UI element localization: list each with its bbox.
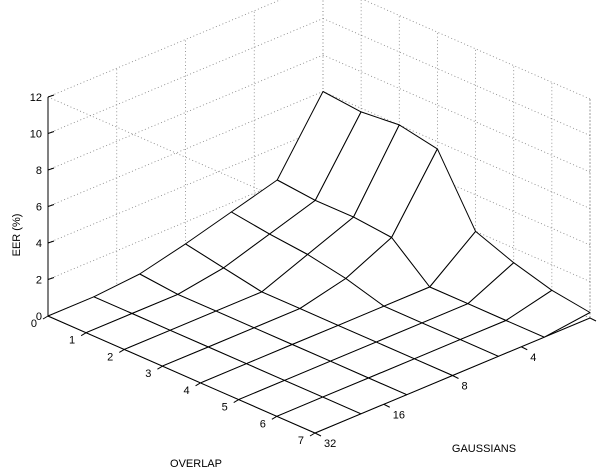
x-tick [157,365,163,370]
y-tick-label: 16 [393,409,405,421]
label-layer: EER (%) OVERLAP GAUSSIANS 02468101201234… [11,92,536,470]
x-tick [119,348,125,353]
x-tick-label: 5 [222,402,228,414]
y-tick [383,403,390,408]
x-tick [80,332,87,337]
z-tick [47,94,55,98]
x-tick [42,315,49,320]
x-tick-label: 2 [107,351,113,363]
x-tick-label: 6 [260,418,266,430]
grid-line [363,0,591,100]
x-tick-label: 1 [69,335,75,347]
grid-line [47,0,281,98]
z-tick [47,131,55,134]
grid-line [47,91,324,207]
y-tick [314,432,322,437]
surface-mesh [47,91,591,434]
z-axis-title: EER (%) [11,214,23,257]
y-tick-label: 4 [530,352,536,364]
z-tick-label: 0 [36,311,42,323]
y-tick [589,317,597,322]
grid-line [47,54,324,171]
x-tick-label: 4 [183,385,189,397]
x-axis-title: OVERLAP [170,458,222,470]
y-tick-label: 8 [462,381,468,393]
z-tick-label: 2 [36,275,42,287]
y-tick-label: 32 [324,438,336,450]
y-axis-title: GAUSSIANS [452,443,516,455]
z-tick-label: 6 [36,202,42,214]
z-tick [47,167,55,171]
z-tick [47,204,55,207]
grid-line [47,127,324,244]
x-tick-label: 7 [298,435,304,447]
z-tick [47,277,55,280]
z-tick-label: 8 [36,165,42,177]
x-tick [195,382,201,387]
z-tick-label: 4 [36,238,42,250]
x-tick [271,415,278,420]
x-tick [233,399,239,404]
surface-patch [276,396,362,434]
z-tick-label: 10 [30,129,42,141]
y-tick [452,375,459,379]
y-tick [521,346,528,351]
grid-line [47,18,324,134]
x-tick [309,432,316,437]
x-tick-label: 0 [31,318,37,330]
z-tick-label: 12 [30,92,42,104]
grid-line [47,164,324,280]
z-tick [47,240,55,244]
x-tick-label: 3 [145,368,151,380]
